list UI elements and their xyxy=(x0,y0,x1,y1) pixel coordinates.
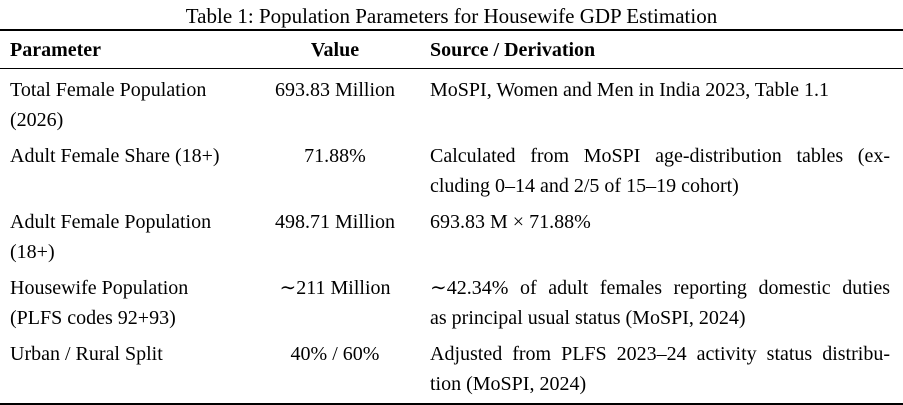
source-cell: MoSPI, Women and Men in India 2023, Tabl… xyxy=(420,69,903,136)
col-header-source: Source / Derivation xyxy=(420,30,903,69)
parameter-line: (PLFS codes 92+93) xyxy=(10,307,176,329)
parameter-line: (2026) xyxy=(10,109,64,131)
col-header-value: Value xyxy=(250,30,420,69)
value-cell: 40% / 60% xyxy=(290,343,380,365)
parameter-cell: Adult Female Share (18+) xyxy=(0,135,250,201)
parameter-line: Total Female Population xyxy=(10,79,207,101)
source-line: Calculated from MoSPI age-distribution t… xyxy=(430,145,890,167)
source-cell: Calculated from MoSPI age-distribution t… xyxy=(420,135,903,201)
table-row: Total Female Population (2026) 693.83 Mill… xyxy=(0,69,903,136)
parameter-line: Urban / Rural Split xyxy=(10,343,163,365)
value-cell: ∼211 Million xyxy=(279,277,391,299)
value-cell: 71.88% xyxy=(304,145,366,167)
parameter-line: (18+) xyxy=(10,241,55,263)
table-body: Total Female Population (2026) 693.83 Mill… xyxy=(0,69,903,405)
source-line: ∼42.34% of adult females reporting domes… xyxy=(430,277,890,299)
source-cell: ∼42.34% of adult females reporting domes… xyxy=(420,267,903,333)
value-cell: 498.71 Million xyxy=(274,211,395,233)
parameter-line: Housewife Population xyxy=(10,277,189,299)
parameter-cell: Adult Female Population (18+) xyxy=(0,201,250,267)
header-row: Parameter Value Source / Derivation xyxy=(0,30,903,69)
source-line: 693.83 M × 71.88% xyxy=(430,211,591,233)
table-row: Urban / Rural Split 40% / 60% Adjusted fro… xyxy=(0,333,903,405)
parameter-cell: Total Female Population (2026) xyxy=(0,69,250,136)
source-line: cluding 0–14 and 2/5 of 15–19 cohort) xyxy=(430,175,739,197)
source-line: MoSPI, Women and Men in India 2023, Tabl… xyxy=(430,79,829,101)
population-parameters-table: Parameter Value Source / Derivation Tota… xyxy=(0,29,903,405)
parameter-cell: Urban / Rural Split xyxy=(0,333,250,405)
table-row: Adult Female Share (18+) 71.88% Calculated… xyxy=(0,135,903,201)
table-caption: Table 1: Population Parameters for House… xyxy=(185,4,718,28)
table-row: Housewife Population (PLFS codes 92+93) ∼2… xyxy=(0,267,903,333)
source-line: Adjusted from PLFS 2023–24 activity stat… xyxy=(430,343,890,365)
source-cell: 693.83 M × 71.88% xyxy=(420,201,903,267)
source-line: as principal usual status (MoSPI, 2024) xyxy=(430,307,746,329)
parameter-line: Adult Female Population xyxy=(10,211,212,233)
parameter-cell: Housewife Population (PLFS codes 92+93) xyxy=(0,267,250,333)
source-cell: Adjusted from PLFS 2023–24 activity stat… xyxy=(420,333,903,405)
value-cell: 693.83 Million xyxy=(274,79,395,101)
source-line: tion (MoSPI, 2024) xyxy=(430,373,587,395)
col-header-parameter: Parameter xyxy=(0,30,250,69)
table-row: Adult Female Population (18+) 498.71 Milli… xyxy=(0,201,903,267)
parameter-line: Adult Female Share (18+) xyxy=(10,145,220,167)
